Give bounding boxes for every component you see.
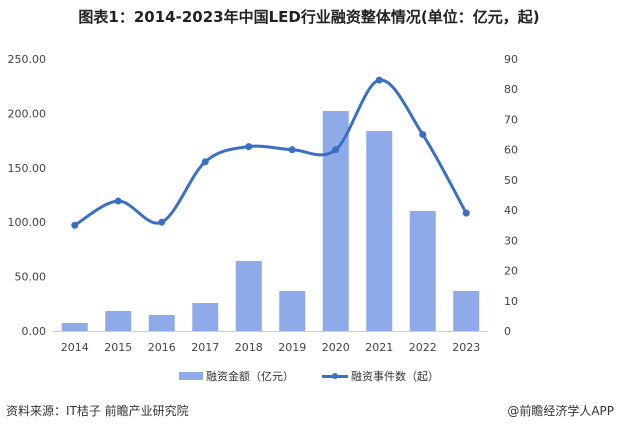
legend-line-swatch: [322, 372, 348, 379]
chart-title: 图表1：2014-2023年中国LED行业融资整体情况(单位：亿元，起): [78, 8, 540, 26]
brand-note: @前瞻经济学人APP: [507, 404, 614, 418]
right-tick-label: 50: [504, 174, 518, 187]
bar: [322, 111, 349, 331]
left-tick-label: 100.00: [8, 216, 47, 229]
line-point: [288, 146, 296, 154]
right-tick-label: 70: [504, 113, 518, 126]
line-point: [419, 131, 427, 139]
left-tick-label: 50.00: [15, 271, 47, 284]
legend-item-count: 融资事件数（起）: [322, 368, 439, 384]
line-point: [158, 218, 166, 226]
bar: [453, 290, 480, 331]
left-tick-label: 250.00: [8, 53, 47, 66]
bar: [61, 322, 88, 331]
x-tick-label: 2019: [278, 341, 306, 354]
bar: [366, 131, 393, 331]
line-series: [73, 78, 468, 227]
line-point: [71, 221, 79, 229]
line-point: [201, 158, 209, 166]
right-tick-label: 0: [504, 325, 511, 338]
right-tick-label: 60: [504, 144, 518, 157]
x-tick-label: 2014: [61, 341, 89, 354]
x-tick-label: 2015: [104, 341, 132, 354]
right-tick-label: 90: [504, 53, 518, 66]
source-note: 资料来源：IT桔子 前瞻产业研究院: [6, 404, 189, 418]
x-tick-label: 2021: [365, 341, 393, 354]
right-tick-label: 10: [504, 295, 518, 308]
legend-bar-swatch: [179, 372, 203, 380]
legend-item-amount: 融资金额（亿元）: [179, 368, 294, 384]
legend-label: 融资金额（亿元）: [206, 370, 294, 383]
chart: 0.00 50.00 100.00 150.00 200.00 250.00 0 10 20 30…: [8, 53, 519, 354]
x-tick-label: 2023: [452, 341, 480, 354]
x-tick-label: 2017: [191, 341, 219, 354]
bar: [235, 261, 262, 331]
right-tick-label: 30: [504, 234, 518, 247]
line-point: [375, 76, 383, 84]
left-tick-label: 0.00: [22, 325, 47, 338]
right-tick-label: 80: [504, 83, 518, 96]
left-tick-label: 150.00: [8, 162, 47, 175]
line-point: [114, 197, 122, 205]
x-tick-label: 2020: [322, 341, 350, 354]
bar: [105, 310, 132, 331]
right-tick-label: 40: [504, 204, 518, 217]
x-tick-label: 2016: [148, 341, 176, 354]
legend: 融资金额（亿元） 融资事件数（起）: [0, 368, 618, 384]
line-point: [245, 143, 253, 151]
line-point: [332, 146, 340, 154]
x-tick-label: 2022: [409, 341, 437, 354]
bar: [148, 315, 175, 331]
bar: [409, 210, 436, 331]
right-tick-label: 20: [504, 265, 518, 278]
legend-label: 融资事件数（起）: [351, 370, 439, 383]
bar: [279, 290, 306, 331]
left-tick-label: 200.00: [8, 107, 47, 120]
x-tick-label: 2018: [235, 341, 263, 354]
bar: [192, 303, 219, 331]
line-point: [462, 209, 470, 217]
